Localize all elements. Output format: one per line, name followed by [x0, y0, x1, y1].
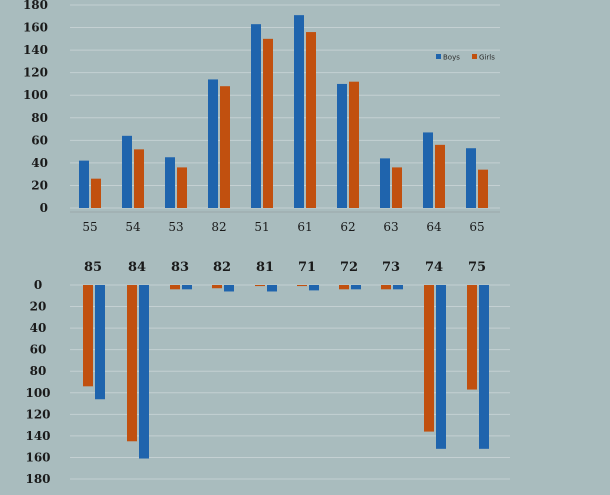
top-y-tick-label: 100: [23, 88, 48, 102]
bottom-bar-girls: [339, 285, 349, 290]
top-x-tick-label: 51: [254, 220, 269, 234]
bottom-bar-chart: 0 20 40 60 80 100 120 140 160 180 85 84 83 82 81 71 72 73…: [25, 260, 510, 486]
bottom-x-tick-label: 71: [298, 260, 316, 275]
bottom-y-tick-label: 160: [25, 450, 50, 464]
top-x-tick-label: 53: [168, 220, 183, 234]
bottom-y-tick-label: 140: [25, 429, 50, 443]
bottom-bar-girls: [297, 285, 307, 287]
bottom-bar-girls: [467, 285, 477, 390]
bottom-bar-boys: [479, 285, 489, 449]
bottom-x-tick-label: 74: [425, 260, 443, 275]
top-x-tick-label: 54: [125, 220, 141, 234]
bottom-x-tick-label: 84: [128, 260, 146, 275]
bottom-bar-boys: [436, 285, 446, 449]
top-y-tick-label: 40: [31, 156, 48, 170]
top-bar-girls: [91, 178, 101, 208]
bottom-y-tick-label: 0: [34, 278, 42, 292]
top-bar-boys: [122, 135, 132, 208]
top-y-tick-label: 20: [31, 178, 48, 192]
bottom-x-tick-label: 85: [84, 260, 102, 275]
bottom-bar-boys: [224, 285, 234, 292]
top-bar-boys: [251, 24, 261, 208]
top-bar-boys: [337, 83, 347, 208]
bottom-bar-girls: [170, 285, 180, 290]
top-y-tick-label: 60: [31, 133, 48, 147]
legend-swatch-girls: [472, 54, 477, 59]
top-bar-girls: [134, 149, 144, 208]
top-bar-boys: [466, 148, 476, 208]
top-bar-boys: [79, 160, 89, 208]
bottom-y-tick-label: 80: [30, 364, 47, 378]
top-bar-boys: [380, 158, 390, 208]
bottom-bar-boys: [139, 285, 149, 459]
top-y-tick-label: 140: [23, 43, 48, 57]
bottom-bar-girls: [83, 285, 93, 387]
bottom-bar-girls: [381, 285, 391, 290]
top-y-tick-label: 180: [23, 0, 48, 12]
top-bar-boys: [208, 79, 218, 208]
top-x-tick-label: 63: [383, 220, 398, 234]
bottom-bar-boys: [95, 285, 105, 400]
legend-swatch-boys: [436, 54, 441, 59]
top-bar-girls: [306, 32, 316, 208]
bottom-bar-boys: [351, 285, 361, 290]
bottom-bar-boys: [182, 285, 192, 290]
top-x-tick-label: 65: [469, 220, 484, 234]
bottom-x-tick-label: 83: [171, 260, 189, 275]
top-bar-girls: [220, 86, 230, 208]
bottom-bar-girls: [212, 285, 222, 289]
bottom-y-tick-label: 180: [25, 472, 50, 486]
bottom-y-tick-label: 60: [30, 343, 47, 357]
top-x-tick-label: 62: [340, 220, 355, 234]
top-bar-boys: [165, 157, 175, 208]
top-bar-chart: 0 20 40 60 80 100 120 140 160 180 55 54 53 82 51 61 62 63…: [23, 0, 500, 234]
top-bar-girls: [392, 167, 402, 208]
top-bar-girls: [435, 144, 445, 208]
top-bar-girls: [349, 81, 359, 208]
legend: Boys Girls: [436, 54, 495, 62]
top-bar-boys: [294, 15, 304, 209]
top-y-tick-label: 120: [23, 66, 48, 80]
bottom-bar-boys: [393, 285, 403, 290]
bottom-bar-girls: [255, 285, 265, 287]
bottom-y-tick-label: 20: [30, 300, 47, 314]
top-x-tick-label: 64: [426, 220, 442, 234]
top-x-tick-label: 82: [211, 220, 226, 234]
top-bar-girls: [177, 167, 187, 208]
bottom-bar-girls: [424, 285, 434, 432]
top-bar-boys: [423, 132, 433, 208]
bottom-y-tick-label: 120: [25, 407, 50, 421]
top-y-tick-label: 160: [23, 21, 48, 35]
bottom-y-tick-label: 100: [25, 386, 50, 400]
bottom-bar-boys: [267, 285, 277, 292]
bottom-x-tick-label: 72: [340, 260, 358, 275]
bottom-y-tick-label: 40: [30, 321, 47, 335]
bottom-x-tick-label: 81: [256, 260, 274, 275]
legend-label-girls: Girls: [479, 54, 495, 62]
top-bar-girls: [263, 38, 273, 209]
top-y-tick-label: 80: [31, 111, 48, 125]
bottom-x-tick-label: 75: [468, 260, 486, 275]
top-x-tick-label: 61: [297, 220, 312, 234]
bottom-bar-boys: [309, 285, 319, 291]
top-bar-girls: [478, 169, 488, 208]
bottom-x-tick-label: 82: [213, 260, 231, 275]
bottom-bar-girls: [127, 285, 137, 442]
bottom-x-tick-label: 73: [382, 260, 400, 275]
top-x-tick-label: 55: [82, 220, 97, 234]
legend-label-boys: Boys: [443, 54, 460, 62]
top-y-tick-label: 0: [40, 201, 48, 215]
